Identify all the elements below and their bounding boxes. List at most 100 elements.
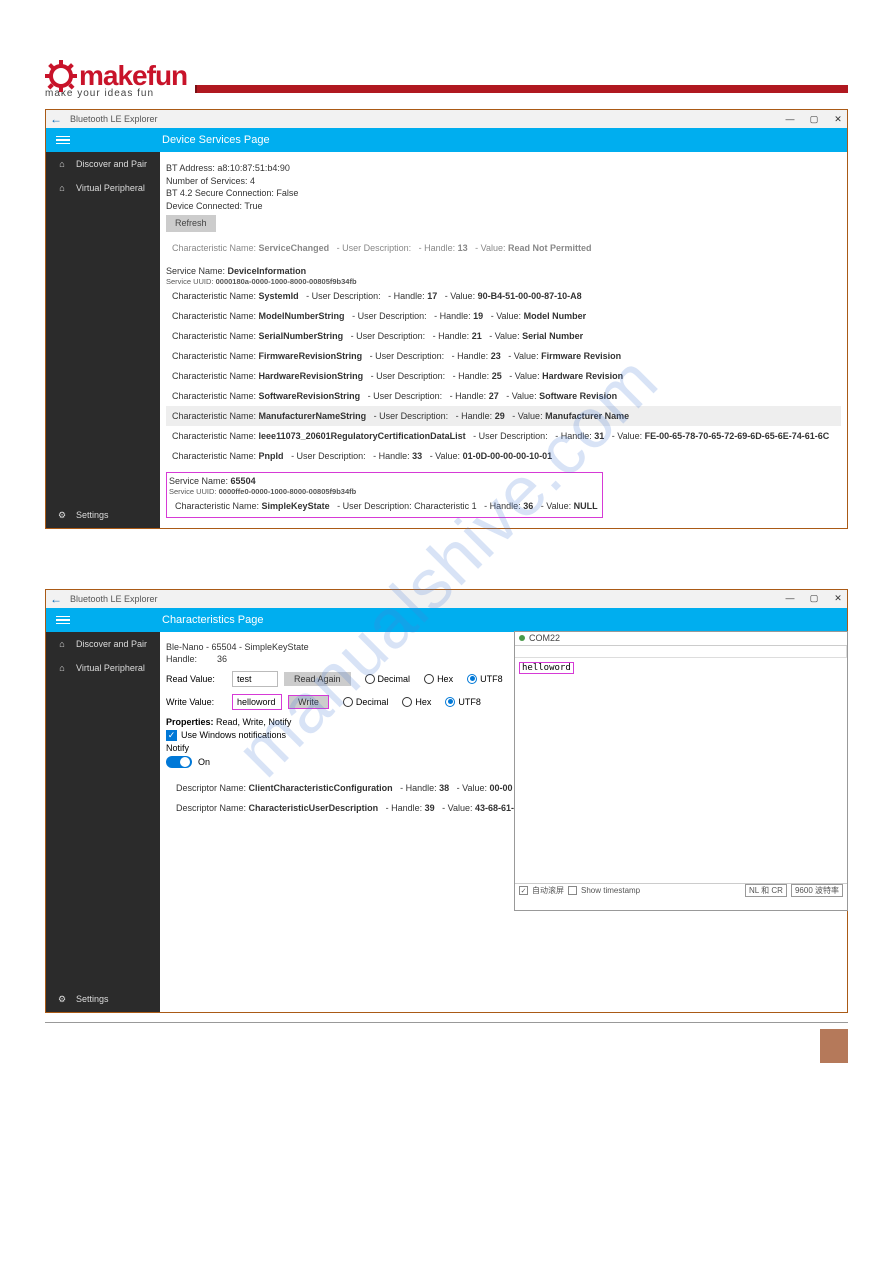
back-button[interactable]: ← — [50, 592, 62, 606]
ud-label: - User Description: — [370, 351, 445, 361]
v-label: - Value: — [508, 351, 538, 361]
serial-titlebar: COM22 — [515, 632, 847, 646]
conn-label: Device Connected: — [166, 201, 242, 211]
char-handle: 19 — [473, 311, 483, 321]
sidebar-item-label: Settings — [76, 510, 109, 520]
use-windows-notifications-checkbox[interactable]: ✓ Use Windows notifications — [166, 730, 286, 741]
char-row[interactable]: Characteristic Name: SoftwareRevisionStr… — [166, 386, 841, 406]
notify-toggle[interactable] — [166, 756, 192, 768]
write-button[interactable]: Write — [288, 695, 329, 709]
gear-icon: ⚙ — [56, 510, 68, 521]
close-button[interactable]: ✕ — [833, 593, 843, 604]
desc-name: ClientCharacteristicConfiguration — [249, 783, 393, 793]
read-again-button[interactable]: Read Again — [284, 672, 351, 686]
char-row[interactable]: Characteristic Name: SystemId - User Des… — [166, 286, 841, 306]
sidebar-item-virtual[interactable]: ⌂ Virtual Peripheral — [46, 176, 160, 200]
cn-label: Characteristic Name: — [172, 311, 256, 321]
minimize-button[interactable]: — — [785, 114, 795, 125]
minimize-button[interactable]: — — [785, 593, 795, 604]
sidebar-item-settings[interactable]: ⚙ Settings — [46, 503, 160, 528]
content-pane: BT Address: a8:10:87:51:b4:90 Number of … — [160, 152, 847, 528]
timestamp-checkbox[interactable] — [568, 886, 577, 895]
radio-utf8[interactable]: UTF8 — [467, 674, 503, 684]
maximize-button[interactable]: ▢ — [809, 114, 819, 125]
bt42-value: False — [276, 188, 298, 198]
cn-label: Characteristic Name: — [175, 501, 259, 511]
char-row[interactable]: Characteristic Name: ModelNumberString -… — [166, 306, 841, 326]
serial-footer: ✓ 自动滚屏 Show timestamp NL 和 CR 9600 波特率 — [515, 883, 847, 898]
autoscroll-checkbox[interactable]: ✓ — [519, 886, 528, 895]
ud-label: - User Description: — [374, 411, 449, 421]
handle-label: Handle: — [166, 654, 197, 664]
back-button[interactable]: ← — [50, 112, 62, 126]
char-name: SoftwareRevisionString — [259, 391, 361, 401]
footer-separator — [45, 1022, 848, 1023]
close-button[interactable]: ✕ — [833, 114, 843, 125]
char-row[interactable]: Characteristic Name: SimpleKeyState - Us… — [169, 496, 600, 516]
desc-name-label: Descriptor Name: — [176, 803, 246, 813]
svc-uuid-value: 0000ffe0-0000-1000-8000-00805f9b34fb — [219, 487, 357, 496]
sidebar-item-label: Discover and Pair — [76, 159, 147, 169]
sidebar-item-discover[interactable]: ⌂ Discover and Pair — [46, 632, 160, 656]
read-value-input[interactable]: test — [232, 671, 278, 687]
radio-hex[interactable]: Hex — [424, 674, 453, 684]
sidebar-item-discover[interactable]: ⌂ Discover and Pair — [46, 152, 160, 176]
line-ending-select[interactable]: NL 和 CR — [745, 884, 787, 897]
bt42-label: BT 4.2 Secure Connection: — [166, 188, 274, 198]
sidebar-item-label: Settings — [76, 994, 109, 1004]
hamburger-icon[interactable] — [56, 134, 72, 147]
bt-addr-value: a8:10:87:51:b4:90 — [217, 163, 290, 173]
window-titlebar: ← Bluetooth LE Explorer — ▢ ✕ — [46, 590, 847, 608]
h-label: - Handle: — [373, 451, 410, 461]
char-value: Serial Number — [522, 331, 583, 341]
device-info: BT Address: a8:10:87:51:b4:90 Number of … — [166, 162, 841, 232]
window-device-services: ← Bluetooth LE Explorer — ▢ ✕ Device Ser… — [45, 109, 848, 529]
v-label: - Value: — [512, 411, 542, 421]
char-name: FirmwareRevisionString — [259, 351, 363, 361]
baud-select[interactable]: 9600 波特率 — [791, 884, 843, 897]
radio-label: UTF8 — [458, 697, 481, 707]
char-row[interactable]: Characteristic Name: HardwareRevisionStr… — [166, 366, 841, 386]
radio-decimal[interactable]: Decimal — [343, 697, 389, 707]
sidebar-item-settings[interactable]: ⚙ Settings — [46, 987, 160, 1012]
char-row[interactable]: Characteristic Name: PnpId - User Descri… — [166, 446, 841, 466]
desc-name: CharacteristicUserDescription — [249, 803, 379, 813]
v-label: - Value: — [509, 371, 539, 381]
radio-decimal[interactable]: Decimal — [365, 674, 411, 684]
char-value: 01-0D-00-00-00-10-01 — [463, 451, 553, 461]
desc-handle: 38 — [439, 783, 449, 793]
char-row[interactable]: Characteristic Name: SerialNumberString … — [166, 326, 841, 346]
v-label: - Value: — [430, 451, 460, 461]
radio-hex[interactable]: Hex — [402, 697, 431, 707]
h-label: - Handle: — [555, 431, 592, 441]
svc-name-label: Service Name: — [166, 266, 225, 276]
sidebar-item-virtual[interactable]: ⌂ Virtual Peripheral — [46, 656, 160, 680]
svc-uuid-value: 0000180a-0000-1000-8000-00805f9b34fb — [216, 277, 357, 286]
header-red-bar — [195, 85, 848, 93]
maximize-button[interactable]: ▢ — [809, 593, 819, 604]
radio-utf8[interactable]: UTF8 — [445, 697, 481, 707]
radio-label: Decimal — [356, 697, 389, 707]
char-row[interactable]: Characteristic Name: Ieee11073_20601Regu… — [166, 426, 841, 446]
h-label: - Handle: — [453, 371, 490, 381]
window-title: Bluetooth LE Explorer — [70, 114, 158, 124]
serial-monitor-window: COM22 helloword ✓ 自动滚屏 Show timestamp NL… — [514, 631, 848, 911]
char-name: Ieee11073_20601RegulatoryCertificationDa… — [259, 431, 466, 441]
ud-label: - User Description: — [291, 451, 366, 461]
ud-label: - User Description: — [351, 331, 426, 341]
v-label: - Value: — [489, 331, 519, 341]
char-value: Software Revision — [539, 391, 617, 401]
cn-label: Characteristic Name: — [172, 371, 256, 381]
write-value-input[interactable]: helloword — [232, 694, 282, 710]
svc-name-value: 65504 — [231, 476, 256, 486]
refresh-button[interactable]: Refresh — [166, 215, 216, 232]
char-handle: 33 — [412, 451, 422, 461]
hamburger-icon[interactable] — [56, 614, 72, 627]
checkbox-icon: ✓ — [166, 730, 177, 741]
gear-e-icon: e — [45, 60, 77, 92]
page-header-bar: Characteristics Page — [46, 608, 847, 632]
ud-label: - User Description: — [473, 431, 548, 441]
char-row[interactable]: Characteristic Name: FirmwareRevisionStr… — [166, 346, 841, 366]
char-row[interactable]: Characteristic Name: ManufacturerNameStr… — [166, 406, 841, 426]
status-dot-icon — [519, 635, 525, 641]
